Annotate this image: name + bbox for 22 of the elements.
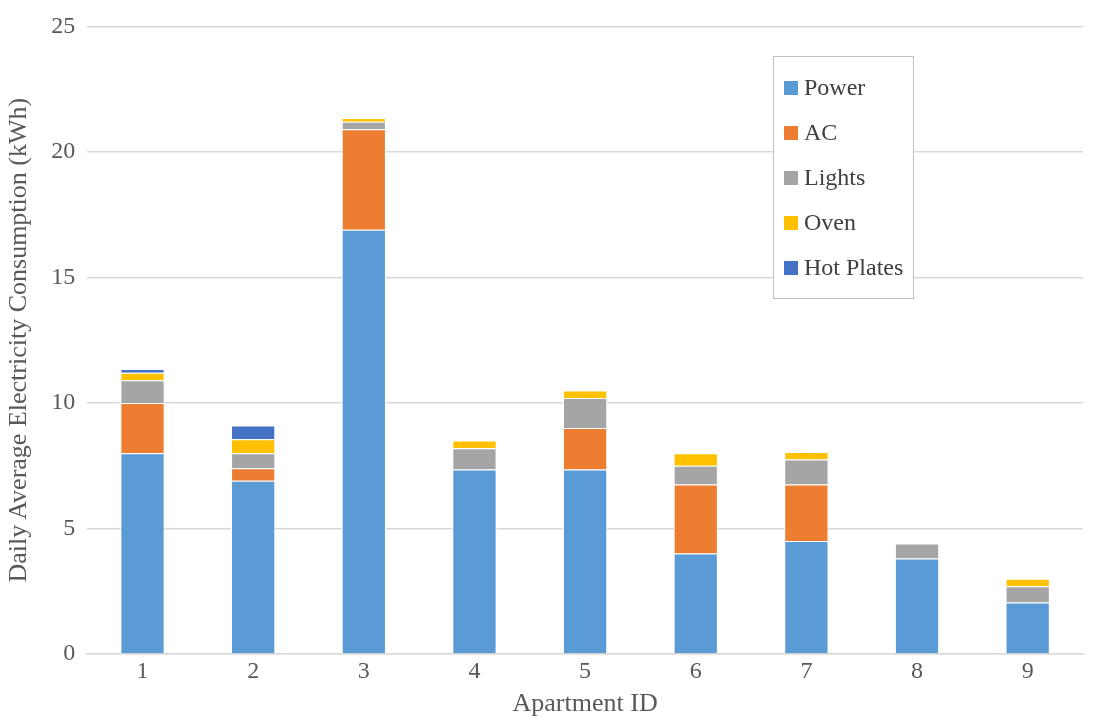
y-tick-label: 10 xyxy=(51,388,76,415)
x-tick-label: 8 xyxy=(911,656,924,683)
x-tick-label: 7 xyxy=(800,656,813,683)
x-tick-label: 5 xyxy=(579,656,592,683)
x-tick-label: 9 xyxy=(1021,656,1034,683)
x-tick-label: 3 xyxy=(357,656,370,683)
x-axis-title: Apartment ID xyxy=(512,688,658,718)
x-tick-label: 6 xyxy=(689,656,702,683)
y-tick-label: 0 xyxy=(63,639,76,666)
legend-label: Oven xyxy=(804,209,856,237)
y-tick-label: 5 xyxy=(63,513,76,540)
legend-label: Power xyxy=(804,74,866,102)
y-tick-label: 20 xyxy=(51,137,76,164)
y-axis-title: Daily Average Electricity Consumption (kWh) xyxy=(3,97,33,583)
legend-label: AC xyxy=(804,119,838,147)
legend-label: Lights xyxy=(804,164,866,192)
x-tick-label: 1 xyxy=(136,656,149,683)
y-tick-label: 25 xyxy=(51,11,76,38)
x-tick-label: 4 xyxy=(468,656,481,683)
x-tick-label: 2 xyxy=(247,656,260,683)
y-tick-label: 15 xyxy=(51,262,76,289)
legend-label: Hot Plates xyxy=(804,254,904,282)
